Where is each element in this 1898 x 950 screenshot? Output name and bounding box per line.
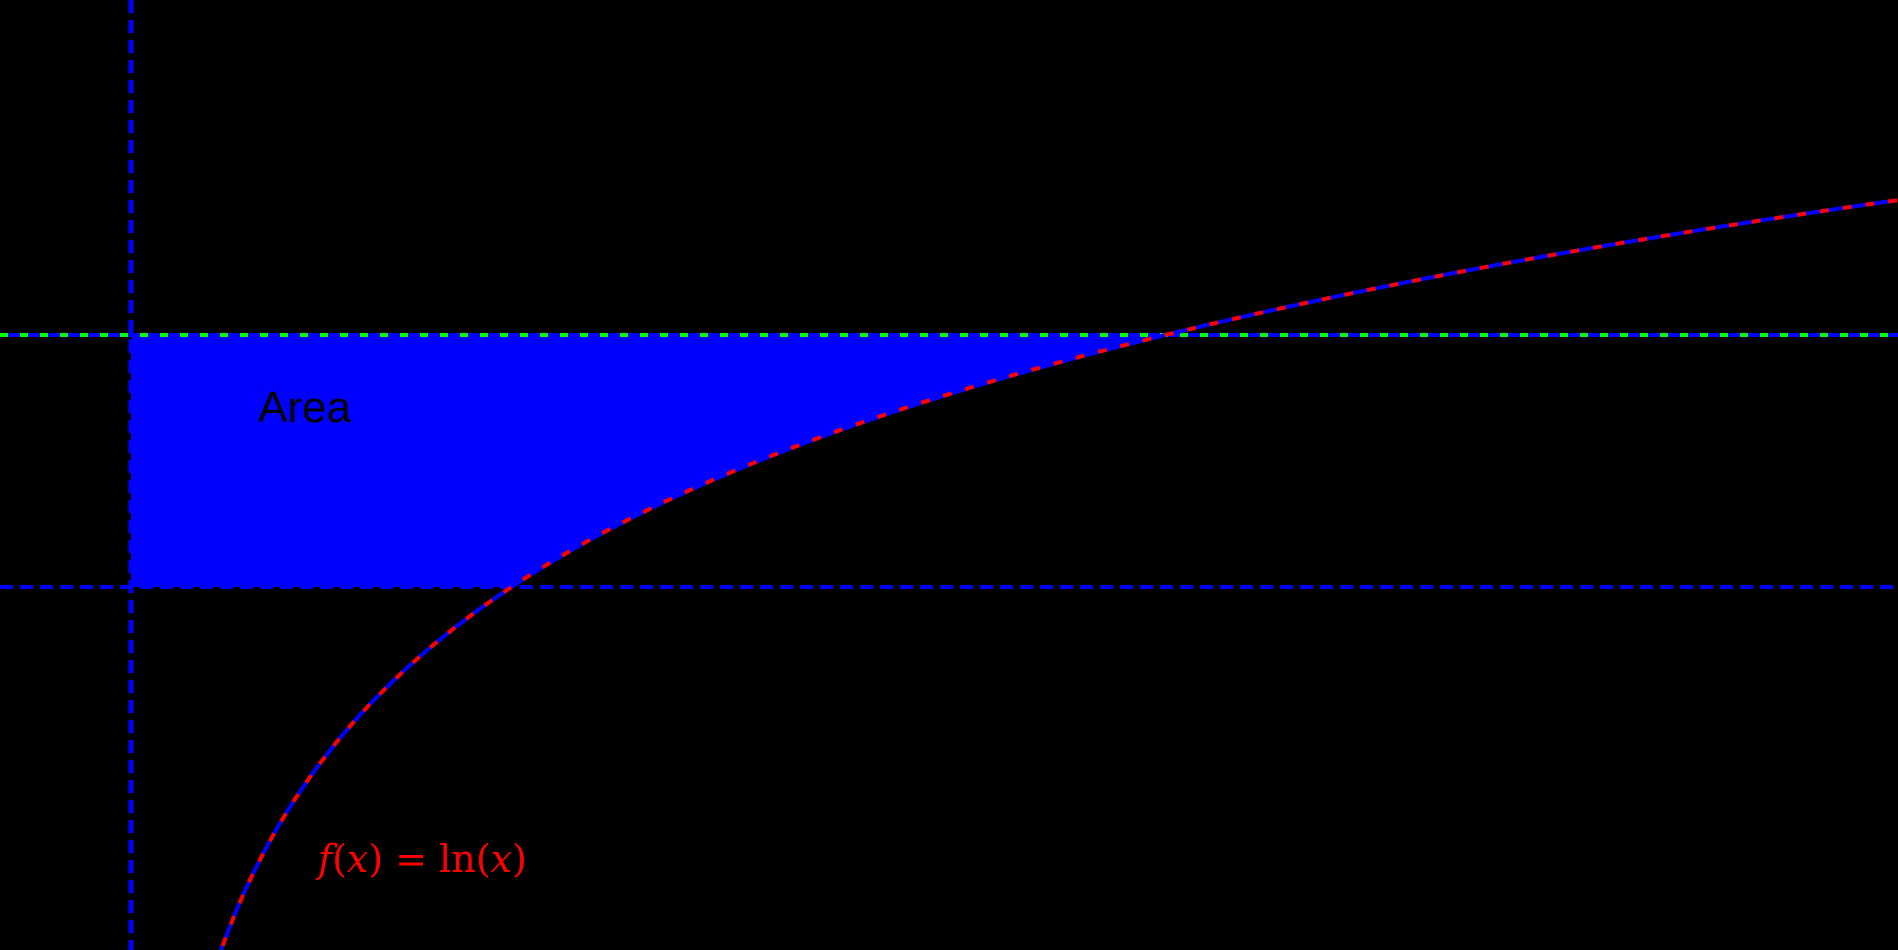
shaded-area-region xyxy=(131,335,1166,587)
function-label-paren-open: ( xyxy=(332,837,347,881)
function-label-paren-open-2: ( xyxy=(475,837,491,881)
function-label-paren-close: ) xyxy=(368,837,384,881)
function-label-ln: ln xyxy=(439,837,476,881)
function-label-f: f xyxy=(318,837,333,881)
function-label-equals: = xyxy=(383,837,440,881)
function-label-paren-close-2: ) xyxy=(512,837,527,881)
function-curve-red-dashes xyxy=(218,198,1898,950)
function-label-x-2: x xyxy=(490,837,513,881)
function-label-x: x xyxy=(346,837,369,881)
function-label: f(x) = ln(x) xyxy=(318,840,527,878)
area-label: Area xyxy=(258,383,351,432)
